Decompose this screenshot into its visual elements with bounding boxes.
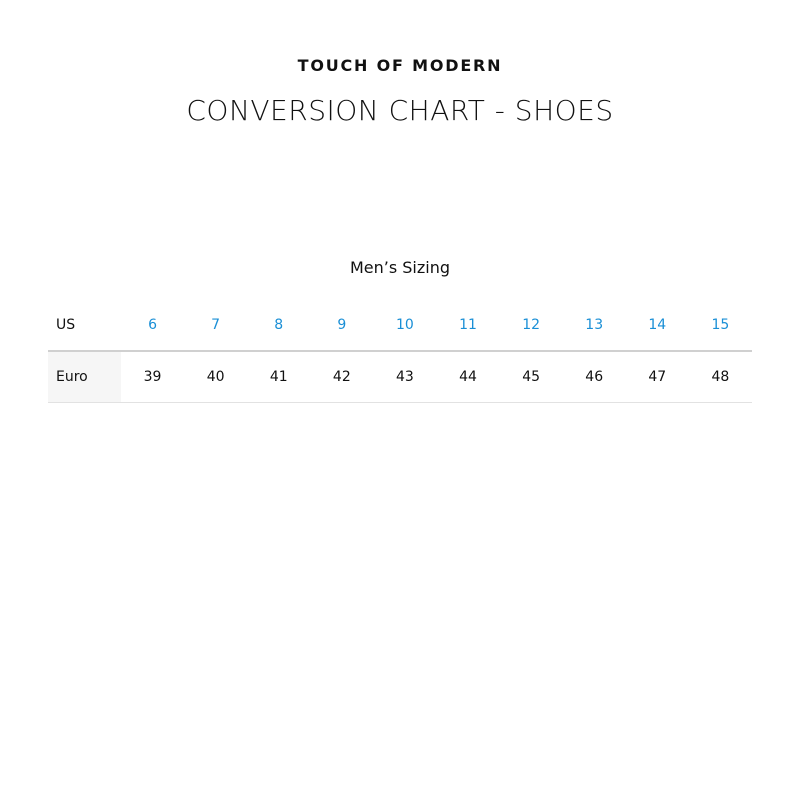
size-conversion-table: US 6 7 8 9 10 11 12 13 14 15 Euro 39 40 … — [48, 300, 752, 403]
section-subtitle: Men’s Sizing — [349, 258, 451, 277]
euro-size: 44 — [459, 369, 477, 385]
euro-size: 42 — [332, 369, 351, 385]
us-size: 9 — [337, 317, 347, 333]
euro-size: 46 — [585, 369, 604, 385]
euro-size: 47 — [648, 369, 667, 385]
euro-size: 40 — [206, 369, 225, 385]
us-size: 12 — [522, 317, 541, 333]
euro-size: 43 — [396, 369, 414, 385]
page-title: CONVERSION CHART - SHOES — [186, 94, 614, 127]
euro-size: 39 — [143, 369, 162, 385]
us-size: 13 — [585, 317, 604, 333]
brand-logo: TOUCH OF MODERN — [297, 56, 503, 75]
table-row-euro: Euro 39 40 41 42 43 44 45 46 47 48 — [48, 351, 752, 403]
euro-size: 45 — [522, 369, 541, 385]
euro-size: 41 — [269, 369, 288, 385]
us-size: 7 — [211, 317, 221, 333]
euro-size: 48 — [711, 369, 730, 385]
row-label-us: US — [56, 317, 76, 333]
us-size: 11 — [459, 317, 477, 333]
us-size: 10 — [396, 317, 414, 333]
us-size: 8 — [274, 317, 284, 333]
row-label-euro: Euro — [48, 351, 121, 403]
us-size: 14 — [648, 317, 667, 333]
table-row-us: US 6 7 8 9 10 11 12 13 14 15 — [48, 300, 752, 351]
us-size: 6 — [148, 317, 157, 333]
us-size: 15 — [711, 317, 730, 333]
